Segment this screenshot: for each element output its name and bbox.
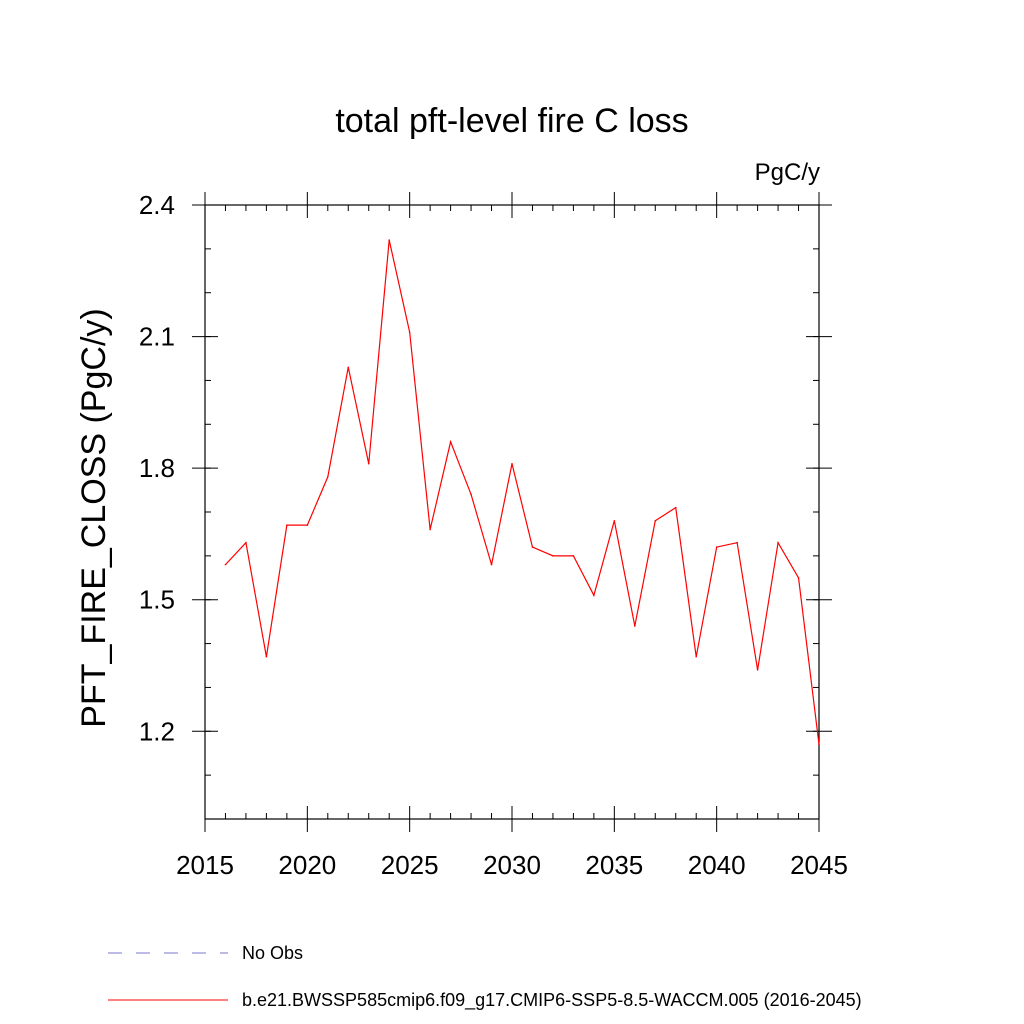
data-point <box>715 546 718 548</box>
legend: No Obs b.e21.BWSSP585cmip6.f09_g17.CMIP6… <box>108 943 862 1011</box>
y-tick-label: 1.8 <box>139 453 175 483</box>
legend-label-no-obs: No Obs <box>242 943 303 963</box>
data-point <box>674 506 677 509</box>
x-tick-label: 2030 <box>483 850 541 880</box>
series-line <box>225 239 820 745</box>
data-point <box>695 655 697 658</box>
x-tick-label: 2020 <box>278 850 336 880</box>
x-tick-label: 2035 <box>585 850 643 880</box>
data-point <box>245 541 247 544</box>
data-point <box>756 669 759 671</box>
data-point <box>449 441 452 443</box>
data-point <box>347 366 350 369</box>
y-tick-label: 2.1 <box>139 322 175 352</box>
data-point <box>429 528 431 531</box>
data-point <box>777 541 779 544</box>
chart-title: total pft-level fire C loss <box>335 102 688 140</box>
data-point <box>818 743 820 746</box>
data-point <box>572 555 575 557</box>
data-point <box>286 524 288 526</box>
data-point <box>736 541 738 544</box>
y-axis-label: PFT_FIRE_CLOSS (PgC/y) <box>75 308 113 727</box>
x-tick-label: 2015 <box>176 850 234 880</box>
data-point <box>511 462 513 465</box>
data-point <box>470 493 472 496</box>
y-tick-label: 1.2 <box>139 716 175 746</box>
units-label: PgC/y <box>755 159 820 186</box>
data-point <box>388 239 391 241</box>
axis-tick-labels: 1.2 1.5 1.8 2.1 2.4 2015 2020 2025 2030 2035 2040 2… <box>139 190 848 880</box>
y-tick-label: 1.5 <box>139 585 175 615</box>
axis-ticks <box>192 192 832 832</box>
data-point <box>634 625 636 627</box>
data-point <box>327 476 329 478</box>
x-tick-label: 2025 <box>381 850 439 880</box>
data-point <box>265 655 268 658</box>
plot-frame <box>204 204 820 820</box>
x-tick-label: 2045 <box>790 850 848 880</box>
data-point <box>490 563 493 566</box>
y-tick-label: 2.4 <box>139 190 175 220</box>
legend-label-model: b.e21.BWSSP585cmip6.f09_g17.CMIP6-SSP5-8… <box>242 990 862 1011</box>
data-point <box>367 462 370 465</box>
data-series <box>224 239 820 746</box>
x-tick-label: 2040 <box>688 850 746 880</box>
data-point <box>224 563 227 566</box>
data-point <box>306 524 309 526</box>
data-point <box>797 576 800 579</box>
data-point <box>593 594 595 597</box>
data-point <box>531 546 534 548</box>
data-point <box>613 519 616 522</box>
data-point <box>408 331 411 333</box>
data-point <box>654 519 657 522</box>
data-point <box>552 555 554 557</box>
